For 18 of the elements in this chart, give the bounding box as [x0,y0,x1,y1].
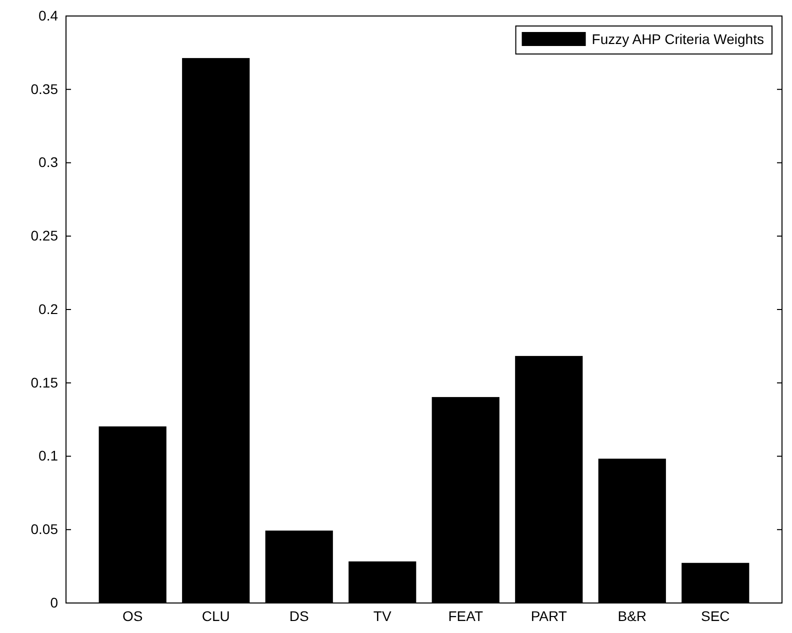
y-tick-label: 0 [50,594,58,610]
y-tick-label: 0.1 [38,448,58,464]
y-tick-label: 0.15 [30,374,58,390]
y-tick-label: 0.05 [30,521,58,538]
x-tick-label: OS [122,608,143,624]
y-tick-label: 0.25 [30,228,58,244]
x-tick-label: DS [289,608,309,624]
y-tick-label: 0.2 [38,300,58,317]
x-tick-label: TV [373,608,392,624]
x-tick-label: FEAT [448,608,484,624]
x-tick-label: SEC [700,608,730,624]
legend-label: Fuzzy AHP Criteria Weights [592,31,764,47]
x-tick-label: B&R [618,608,647,624]
y-tick-label: 0.35 [30,80,58,97]
y-tick-label: 0.3 [38,154,58,170]
x-tick-label: CLU [202,608,230,624]
x-tick-label: PART [530,608,568,624]
y-tick-label: 0.4 [38,7,58,24]
